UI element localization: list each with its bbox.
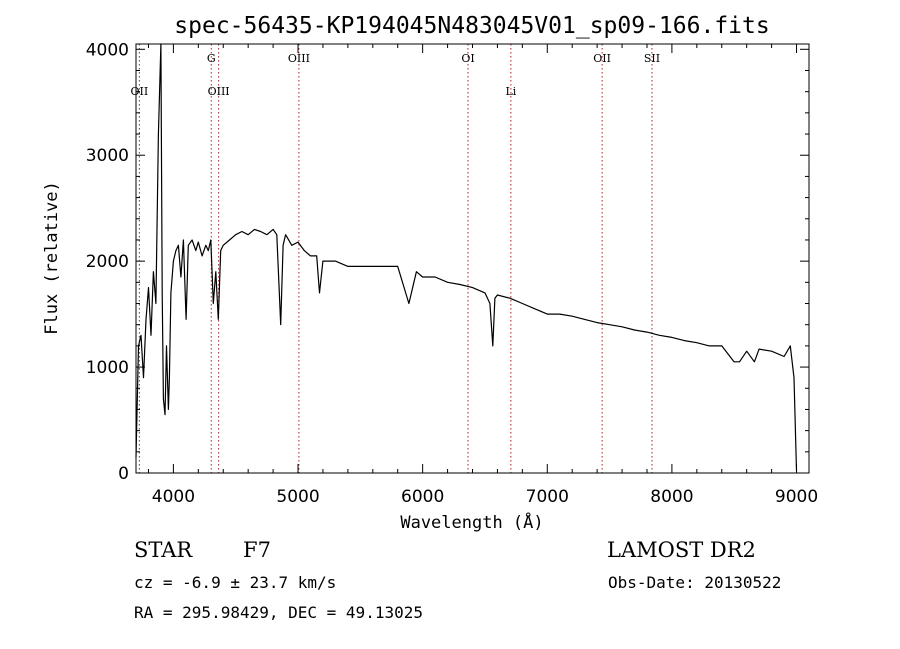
x-axis: 4000 5000 6000 7000 8000 9000 [147, 44, 818, 507]
line-marker-label: SII [644, 52, 660, 65]
x-tick-label: 4000 [152, 487, 195, 507]
y-tick-label: 3000 [86, 146, 129, 166]
line-marker-label: OII [593, 52, 611, 65]
x-axis-label: Wavelength (Å) [400, 511, 543, 533]
x-tick-label: 9000 [775, 487, 818, 507]
y-tick-label: 4000 [86, 40, 129, 60]
x-tick-label: 7000 [526, 487, 569, 507]
survey-name: LAMOST DR2 [607, 538, 756, 562]
object-subclass: F7 [243, 538, 271, 562]
redshift-text: cz = -6.9 ± 23.7 km/s [134, 573, 337, 592]
line-marker-label: OIII [208, 85, 230, 98]
object-class: STAR [134, 538, 193, 562]
x-tick-label: 8000 [650, 487, 693, 507]
spectrum-line-0 [135, 43, 798, 471]
y-tick-label: 1000 [86, 358, 129, 378]
line-marker-label: OIII [288, 52, 310, 65]
x-tick-label: 5000 [276, 487, 319, 507]
line-marker-label: Li [505, 85, 516, 98]
line-marker-label: G [207, 52, 216, 65]
obs-date-text: Obs-Date: 20130522 [608, 573, 782, 592]
y-tick-label: 2000 [86, 252, 129, 272]
line-marker-label: OI [461, 52, 474, 65]
plot-frame [135, 43, 810, 474]
chart-title: spec-56435-KP194045N483045V01_sp09-166.f… [174, 13, 769, 39]
y-axis-label: Flux (relative) [42, 181, 62, 335]
y-tick-label: 0 [118, 464, 129, 484]
series-layer [135, 43, 798, 471]
y-axis: 0 1000 2000 3000 4000 [86, 40, 809, 484]
x-tick-label: 6000 [401, 487, 444, 507]
coordinates-text: RA = 295.98429, DEC = 49.13025 [134, 603, 423, 622]
